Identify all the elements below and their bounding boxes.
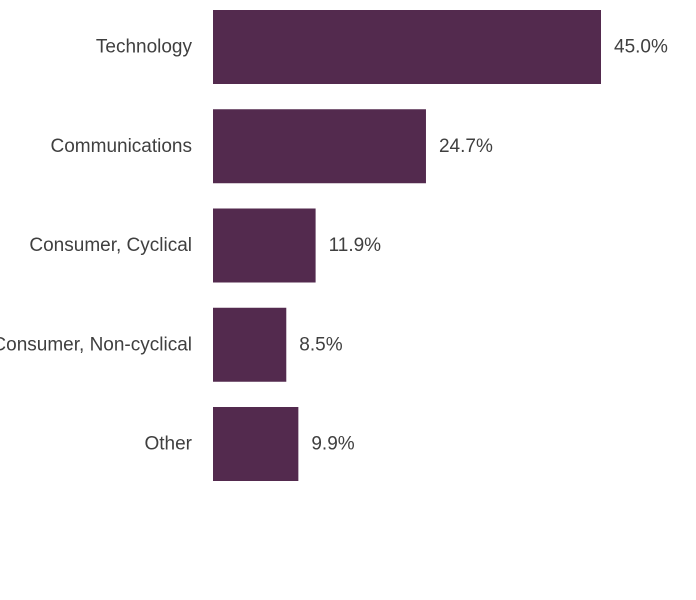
bar	[213, 109, 426, 184]
bars-group	[213, 10, 601, 481]
category-label: Consumer, Non-cyclical	[0, 334, 192, 355]
bar	[213, 307, 287, 382]
value-label: 11.9%	[329, 235, 382, 256]
bar	[213, 407, 299, 481]
value-label: 9.9%	[311, 434, 354, 455]
category-label: Communications	[51, 136, 193, 157]
bar	[213, 10, 601, 84]
category-labels-group: Technology Communications Consumer, Cyclic…	[0, 37, 193, 455]
value-label: 45.0%	[614, 37, 668, 58]
value-label: 24.7%	[439, 136, 493, 157]
category-label: Other	[144, 434, 192, 455]
bar	[213, 208, 316, 283]
category-label: Consumer, Cyclical	[29, 235, 192, 256]
value-labels-group: 45.0% 24.7% 11.9% 8.5% 9.9%	[299, 37, 668, 455]
value-label: 8.5%	[299, 334, 342, 355]
category-label: Technology	[96, 37, 193, 58]
